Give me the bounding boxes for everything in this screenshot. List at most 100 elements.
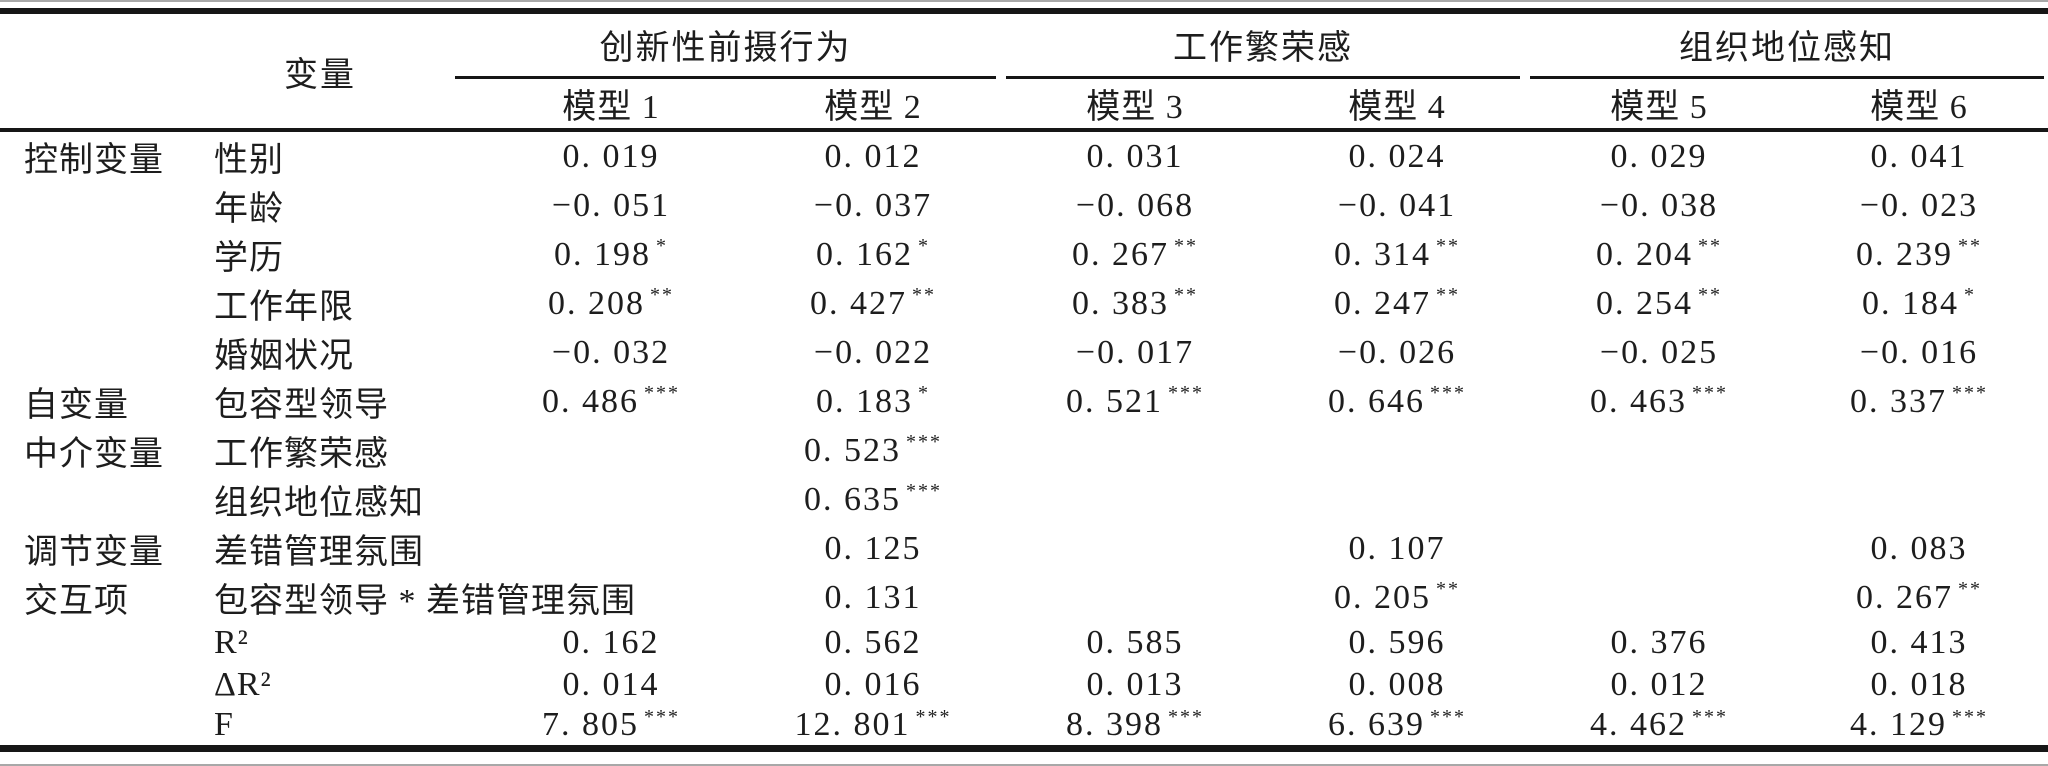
row-category-label — [0, 181, 192, 230]
table-row: 中介变量 工作繁荣感 0. 523 *** — [0, 426, 2048, 475]
significance-stars: ** — [1958, 235, 1982, 258]
cell-model-2: −0. 022 — [813, 333, 933, 371]
cell-model-3: 0. 013 — [1086, 666, 1184, 703]
row-category-label — [0, 706, 192, 748]
cell-model-4: 0. 024 — [1348, 137, 1446, 175]
significance-stars: ** — [1698, 284, 1722, 307]
group-label: 组织地位感知 — [1530, 20, 2044, 79]
cell-model-6: 0. 239 ** — [1856, 235, 1982, 273]
group-header-row: 变量 创新性前摄行为 工作繁荣感 组织地位感知 — [0, 11, 2048, 132]
significance-stars: *** — [1692, 705, 1728, 728]
row-category-label: 自变量 — [24, 387, 129, 424]
cell-model-5: 0. 376 — [1610, 624, 1708, 661]
cell-model-3: 0. 267 ** — [1072, 235, 1198, 273]
significance-stars: ** — [1958, 578, 1982, 601]
cell-model-4: 0. 205 ** — [1334, 578, 1460, 616]
cell-model-3 — [1004, 573, 1266, 622]
cell-model-1 — [480, 426, 742, 475]
row-category-label — [0, 475, 192, 524]
cell-model-5: −0. 025 — [1599, 333, 1719, 371]
significance-stars: *** — [906, 480, 942, 503]
row-category-label — [0, 664, 192, 706]
cell-model-4: 0. 247 ** — [1334, 284, 1460, 322]
table-row: R² 0. 162 0. 562 0. 585 0. 596 0. 376 0. 413 — [0, 622, 2048, 664]
cell-model-4: 0. 646 *** — [1328, 382, 1466, 420]
significance-stars: ** — [1174, 284, 1198, 307]
cell-model-2: 0. 635 *** — [804, 480, 942, 518]
cell-model-3 — [1004, 475, 1266, 524]
variable-column-header: 变量 — [0, 11, 480, 132]
row-category-label — [0, 279, 192, 328]
cell-model-1: 0. 208 ** — [548, 284, 674, 322]
cell-model-4 — [1266, 426, 1528, 475]
cell-model-3: 0. 585 — [1086, 624, 1184, 661]
significance-stars: ** — [650, 284, 674, 307]
page-top-edge-line — [0, 0, 2048, 2]
cell-model-3: 0. 521 *** — [1066, 382, 1204, 420]
row-variable-label: 性别 — [214, 142, 284, 179]
significance-stars: *** — [1692, 382, 1728, 405]
cell-model-3 — [1004, 524, 1266, 573]
cell-model-1: 0. 198 * — [554, 235, 668, 273]
cell-model-6: 4. 129 *** — [1850, 705, 1988, 744]
cell-model-3: −0. 017 — [1075, 333, 1195, 371]
row-variable-label: 包容型领导 * 差错管理氛围 — [214, 583, 636, 620]
cell-model-6 — [1790, 426, 2048, 475]
significance-stars: *** — [644, 705, 680, 728]
cell-model-1: −0. 032 — [551, 333, 671, 371]
table-row: ΔR² 0. 014 0. 016 0. 013 0. 008 0. 012 0. 018 — [0, 664, 2048, 706]
significance-stars: *** — [1952, 705, 1988, 728]
significance-stars: ** — [1436, 235, 1460, 258]
cell-model-2: 0. 523 *** — [804, 431, 942, 469]
cell-model-2: 0. 125 — [824, 529, 922, 567]
model-5-header: 模型 5 — [1528, 79, 1790, 132]
row-category-label: 调节变量 — [24, 534, 164, 571]
group-header-work-thriving: 工作繁荣感 — [1004, 11, 1528, 79]
table-row: 组织地位感知 0. 635 *** — [0, 475, 2048, 524]
significance-stars: *** — [644, 382, 680, 405]
significance-stars: ** — [1698, 235, 1722, 258]
significance-stars: * — [918, 382, 930, 405]
cell-model-5 — [1528, 524, 1790, 573]
model-3-header: 模型 3 — [1004, 79, 1266, 132]
significance-stars: *** — [1430, 705, 1466, 728]
cell-model-5: 0. 012 — [1610, 666, 1708, 703]
cell-model-3: 8. 398 *** — [1066, 705, 1204, 744]
row-variable-label: F — [214, 706, 234, 744]
cell-model-3: −0. 068 — [1075, 186, 1195, 224]
model-1-header: 模型 1 — [480, 79, 742, 132]
cell-model-6: 0. 018 — [1870, 666, 1968, 703]
row-variable-label: 包容型领导 — [214, 387, 389, 424]
row-variable-label: 差错管理氛围 — [214, 534, 424, 571]
row-category-label: 中介变量 — [24, 436, 164, 473]
cell-model-1: 0. 162 — [562, 624, 660, 661]
cell-model-4: 0. 008 — [1348, 666, 1446, 703]
significance-stars: ** — [1436, 284, 1460, 307]
cell-model-4 — [1266, 475, 1528, 524]
significance-stars: *** — [1952, 382, 1988, 405]
group-header-innovative-proactive-behavior: 创新性前摄行为 — [455, 11, 1004, 79]
cell-model-1 — [480, 524, 742, 573]
table-row: 交互项 包容型领导 * 差错管理氛围 0. 131 0. 205 ** 0. 267 ** — [0, 573, 2048, 622]
cell-model-2: 0. 183 * — [816, 382, 930, 420]
cell-model-5: 0. 254 ** — [1596, 284, 1722, 322]
cell-model-6: 0. 337 *** — [1850, 382, 1988, 420]
model-2-header: 模型 2 — [742, 79, 1004, 132]
row-variable-label: 学历 — [214, 240, 284, 277]
cell-model-2: 0. 162 * — [816, 235, 930, 273]
row-variable-label: ΔR² — [214, 666, 272, 703]
cell-model-6: 0. 267 ** — [1856, 578, 1982, 616]
table-row: 自变量 包容型领导 0. 486 *** 0. 183 * 0. 521 *** 0. 646 *… — [0, 377, 2048, 426]
table-body: 控制变量 性别 0. 019 0. 012 0. 031 0. 024 0. 029 0. 0… — [0, 130, 2048, 748]
cell-model-6: 0. 083 — [1870, 529, 1968, 567]
significance-stars: *** — [1168, 382, 1204, 405]
row-category-label — [0, 230, 192, 279]
cell-model-2: 0. 016 — [824, 666, 922, 703]
cell-model-5 — [1528, 475, 1790, 524]
row-variable-label: 年龄 — [214, 191, 284, 228]
cell-model-4: 0. 314 ** — [1334, 235, 1460, 273]
cell-model-5 — [1528, 426, 1790, 475]
cell-model-2: 0. 427 ** — [810, 284, 936, 322]
cell-model-4: 0. 107 — [1348, 529, 1446, 567]
